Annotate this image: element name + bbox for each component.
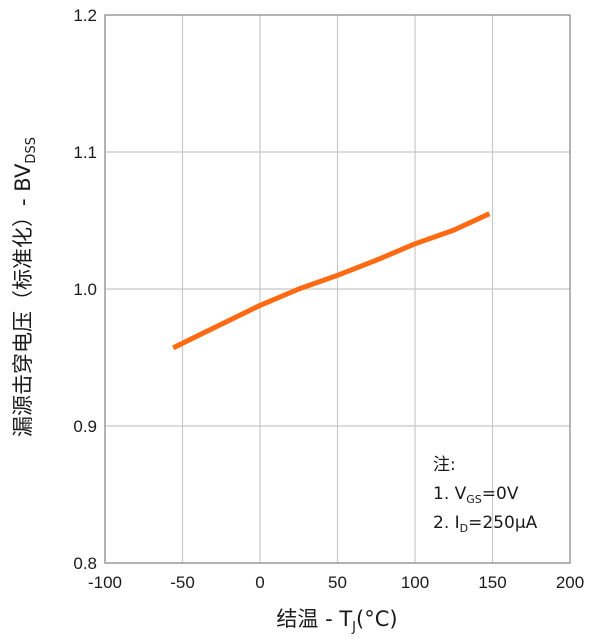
y-axis-title-main: 漏源击穿电压（标准化）- BV — [11, 163, 35, 437]
y-tick-label: 0.8 — [73, 554, 97, 573]
note-line-1: 1. VGS=0V — [433, 484, 519, 506]
grid-lines — [105, 15, 570, 563]
plot-border — [104, 14, 571, 564]
note-line-2-sub: D — [460, 522, 468, 535]
x-axis-title-sub: J — [351, 620, 356, 635]
y-axis-title-sub: DSS — [24, 137, 39, 164]
x-tick-label: 100 — [401, 573, 429, 592]
series-layer — [172, 211, 491, 351]
plot-frame — [104, 14, 571, 564]
series-line — [172, 211, 491, 351]
x-axis-title: 结温 - TJ(°C) — [276, 607, 397, 635]
x-tick-label: 200 — [556, 573, 584, 592]
note-title: 注: — [433, 455, 456, 475]
x-axis-title-main: 结温 - T — [276, 607, 352, 631]
note-line-2-post: =250μA — [468, 513, 538, 533]
y-tick-label: 0.9 — [73, 417, 97, 436]
y-tick-label: 1.0 — [73, 280, 97, 299]
note-line-2: 2. ID=250μA — [433, 513, 538, 535]
note-line-1-pre: 1. V — [433, 484, 467, 504]
x-tick-label: 50 — [328, 573, 347, 592]
x-tick-label: -100 — [88, 573, 122, 592]
y-tick-label: 1.1 — [73, 143, 97, 162]
note-line-1-post: =0V — [482, 484, 519, 504]
note-line-2-pre: 2. I — [433, 513, 460, 533]
x-tick-labels: -100 -50 0 50 100 150 200 — [88, 573, 584, 592]
y-tick-label: 1.2 — [73, 6, 97, 25]
note-line-1-sub: GS — [466, 493, 482, 506]
y-tick-labels: 0.8 0.9 1.0 1.1 1.2 — [73, 6, 97, 573]
x-tick-label: 150 — [478, 573, 506, 592]
x-axis-title-unit: (°C) — [356, 607, 398, 631]
x-tick-label: -50 — [170, 573, 195, 592]
y-axis-title: 漏源击穿电压（标准化）- BVDSS — [11, 137, 39, 437]
note-annotation: 注: 1. VGS=0V 2. ID=250μA — [433, 455, 538, 535]
x-tick-label: 0 — [255, 573, 264, 592]
